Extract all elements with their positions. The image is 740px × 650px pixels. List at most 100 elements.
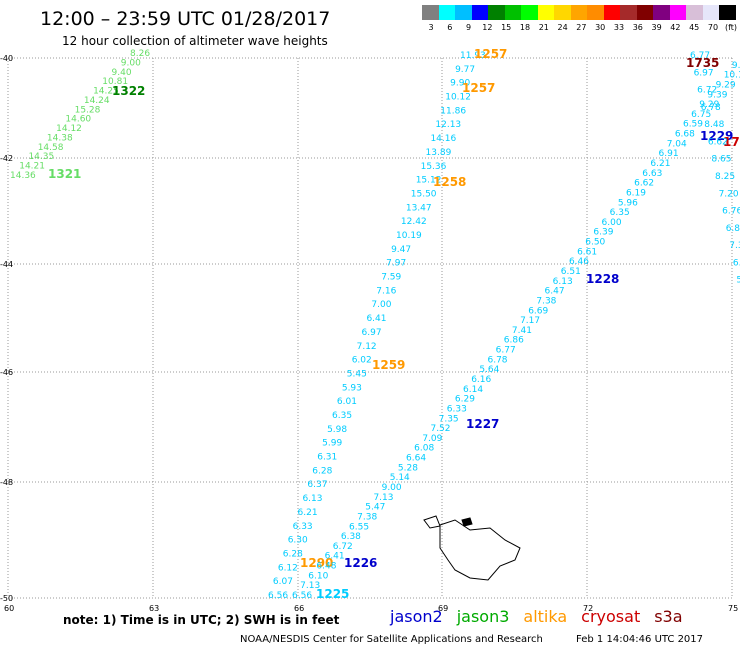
wave-height-value: 12.13 [435, 120, 461, 130]
wave-height-value: 7.52 [430, 424, 450, 434]
legend-swatch [702, 5, 720, 20]
wave-height-value: 14.36 [10, 171, 36, 181]
wave-height-value: 10.19 [396, 231, 422, 241]
legend-label: 45 [689, 23, 700, 32]
pass-number: 1735 [686, 56, 719, 70]
wave-height-value: 6.56 [268, 591, 288, 601]
wave-height-value: 6.75 [691, 110, 711, 120]
wave-height-value: 6.72 [333, 542, 353, 552]
wave-height-value: 14.12 [56, 124, 82, 134]
legend-label: 12 [482, 23, 493, 32]
footer: NOAA/NESDIS Center for Satellite Applica… [240, 634, 703, 645]
pass-number: 1258 [433, 175, 466, 189]
wave-height-value: 5.45 [347, 369, 367, 379]
legend-swatch [537, 5, 555, 20]
wave-height-value: 7.41 [512, 326, 532, 336]
legend-swatch [636, 5, 654, 20]
lon-label: 60 [4, 604, 14, 613]
satellite-label-jason2: jason2 [390, 607, 443, 626]
wave-height-value: 13.89 [426, 148, 452, 158]
wave-height-value: 7.17 [520, 316, 540, 326]
wave-height-value: 15.12 [416, 176, 442, 186]
pass-number: 1228 [586, 272, 619, 286]
wave-height-value: 9.29 [699, 100, 719, 110]
wave-height-value: 14.16 [430, 134, 456, 144]
legend-label: 24 [557, 23, 568, 32]
legend-swatch [669, 5, 687, 20]
wave-height-value: 5.98 [327, 425, 347, 435]
wave-height-value: 6.68 [675, 130, 695, 140]
legend-swatch [587, 5, 604, 20]
wave-height-value: 6.08 [414, 444, 434, 454]
wave-height-value: 6.33 [447, 404, 467, 414]
wave-height-value: 6.02 [352, 356, 372, 366]
wave-height-value: 6.31 [317, 453, 337, 463]
legend-label: 36 [632, 23, 643, 32]
wave-height-value: 5.28 [398, 463, 418, 473]
satellite-legend: jason2 jason3 altika cryosat s3a [390, 607, 697, 626]
satellite-label-jason3: jason3 [456, 607, 510, 626]
legend-swatch [488, 5, 505, 20]
wave-height-value: 8.48 [704, 120, 724, 130]
lon-label: 72 [583, 604, 593, 613]
legend-swatch [438, 5, 456, 20]
wave-height-value: 6.19 [626, 188, 646, 198]
wave-height-value: 6.62 [708, 137, 728, 147]
wave-height-value: 6.78 [701, 103, 721, 113]
wave-height-value: 5.14 [390, 473, 410, 483]
wave-height-value: 7.13 [373, 493, 393, 503]
wave-height-value: 7.16 [376, 286, 396, 296]
wave-height-value: 5.93 [342, 383, 362, 393]
pass-number: 1227 [466, 417, 499, 431]
legend-label: 21 [538, 23, 549, 32]
wave-height-value: 5.64 [479, 365, 499, 375]
legend-swatch [653, 5, 670, 20]
wave-height-value: 9.39 [707, 90, 727, 100]
wave-height-value: 5.47 [365, 503, 385, 513]
wave-height-value: 6.97 [694, 68, 714, 78]
legend-swatch [521, 5, 538, 20]
legend-label: 70 [707, 23, 719, 32]
legend-label: 15 [501, 23, 512, 32]
wave-height-value: 6.21 [298, 508, 318, 518]
wave-height-value: 11.93 [460, 51, 486, 61]
wave-height-value: 15.50 [411, 189, 437, 199]
wave-height-value: 6.33 [293, 522, 313, 532]
wave-height-value: 6.35 [332, 411, 352, 421]
wave-height-value: 6.35 [610, 208, 630, 218]
wave-height-value: 7.38 [357, 512, 377, 522]
wave-height-value: 9.90 [450, 79, 470, 89]
wave-height-value: 6.56 [292, 591, 312, 601]
pass-number: 1257 [462, 81, 495, 95]
wave-height-value: 6.50 [585, 238, 605, 248]
wave-height-value: 6.29 [455, 395, 475, 405]
wave-height-value: 6.51 [561, 267, 581, 277]
wave-height-value: 13.47 [406, 203, 432, 213]
note-text: note: 1) Time is in UTC; 2) SWH is in fe… [63, 613, 340, 627]
satellite-label-altika: altika [523, 607, 568, 626]
wave-height-value: 6.80 [726, 224, 740, 234]
wave-height-value: 11.86 [440, 106, 466, 116]
wave-height-value: 15.28 [75, 105, 101, 115]
wave-height-value: 6.38 [341, 532, 361, 542]
wave-height-value: 7.97 [386, 259, 406, 269]
wave-height-value: 6.12 [278, 563, 298, 573]
legend-swatch [570, 5, 588, 20]
lon-label: 66 [294, 604, 304, 613]
wave-height-value: 7.20 [719, 189, 739, 199]
legend-label: 6 [447, 23, 453, 32]
wave-height-value: 6.16 [471, 375, 491, 385]
lat-label: -50 [0, 594, 13, 603]
wave-height-value: 6.63 [642, 169, 662, 179]
wave-height-value: 6.91 [659, 149, 679, 159]
wave-height-value: 5. [736, 276, 740, 286]
wave-height-value: 6.10 [308, 571, 328, 581]
wave-height-value: 8.26 [130, 49, 150, 59]
wave-height-value: 8.65 [711, 155, 731, 165]
pass-number: 17 [723, 135, 740, 149]
wave-height-value: 6.13 [302, 494, 322, 504]
wave-height-value: 14.21 [19, 162, 45, 172]
wave-height-value: 6.28 [283, 549, 303, 559]
wave-height-value: 14.25 [93, 87, 119, 97]
wave-height-value: 6.78 [487, 355, 507, 365]
